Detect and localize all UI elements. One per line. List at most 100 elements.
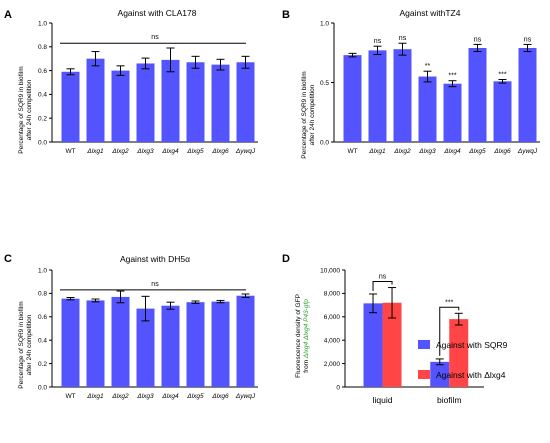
panel-d-ylabel-2: from Δlxg4 Δlxg4 P43-gfp <box>303 299 310 373</box>
panel-a-bar <box>111 70 130 142</box>
panel-a-xtick-label: Δlxg6 <box>211 148 229 155</box>
panel-c-plot: 0.0 0.2 0.4 0.6 0.8 1.0 WT Δlxg1 Δlxg2 Δlxg3 Δlxg4… <box>38 267 258 400</box>
panel-d-ytick-label: 0 <box>336 384 340 391</box>
panel-a-xtick-label: WT <box>65 148 75 155</box>
panel-d-ytick-label: 2,000 <box>324 361 341 368</box>
panel-b-xtick-label: Δlxg6 <box>493 148 511 155</box>
panel-b-bar <box>368 50 387 143</box>
panel-b-significance-label: ns <box>399 35 407 42</box>
panel-c-bar <box>136 308 155 387</box>
panel-b-xtick-label: Δlxg4 <box>443 148 461 155</box>
panel-c: C Against with DH5α Percentage of SQR9 i… <box>4 253 258 400</box>
panel-d-plot: 0 2,000 4,000 6,000 8,000 10,000 liquid ns biofi… <box>320 267 508 405</box>
panel-a-ytick-label: 1.0 <box>38 20 47 27</box>
panel-a-xtick-label: ΔywqJ <box>235 148 256 155</box>
panel-c-ylabel-1: Percentage of SQR9 in biofilm <box>18 301 25 388</box>
panel-d-ytick-label: 4,000 <box>324 338 341 345</box>
panel-c-xtick-label: Δlxg5 <box>186 393 204 400</box>
panel-b-xtick-label: Δlxg1 <box>368 148 386 155</box>
panel-b-bar <box>393 49 412 142</box>
panel-d-ylabel-2-strain: Δlxg4 Δlxg4 P43-gfp <box>303 299 310 359</box>
panel-a-xtick-label: Δlxg5 <box>186 148 204 155</box>
panel-d-legend-label-1: Against with SQR9 <box>436 340 508 350</box>
panel-a-xtick-label: Δlxg2 <box>111 148 129 155</box>
panel-d-legend-swatch-2 <box>418 370 430 379</box>
panel-d-xtick-label: liquid <box>373 395 393 405</box>
panel-d-ytick-label: 6,000 <box>324 314 341 321</box>
panel-a-xtick-label: Δlxg4 <box>161 148 179 155</box>
panel-b-xtick-label: WT <box>347 148 357 155</box>
panel-d-ytick-label: 10,000 <box>320 267 340 274</box>
panel-c-xtick-label: WT <box>65 393 75 400</box>
panel-c-ns-label: ns <box>151 281 159 288</box>
panel-c-xtick-label: Δlxg2 <box>111 393 129 400</box>
panel-b-bar <box>418 76 437 142</box>
panel-c-letter: C <box>4 253 12 265</box>
panel-b-ytick-label: 1.0 <box>320 20 329 27</box>
panel-b-significance-label: ns <box>474 36 482 43</box>
panel-c-xtick-label: Δlxg1 <box>86 393 104 400</box>
panel-b-significance-label: ns <box>374 38 382 45</box>
panel-a-bar <box>161 59 180 142</box>
panel-c-bar <box>61 298 80 387</box>
panel-a-ytick-label: 0.8 <box>38 44 47 51</box>
panel-c-bar <box>186 302 205 387</box>
panel-c-ytick-label: 0.6 <box>38 314 47 321</box>
panel-b-bar <box>493 81 512 142</box>
panel-d-ylabel-1: Fluorescence density of GFP <box>295 294 302 378</box>
panel-a-letter: A <box>4 9 12 21</box>
panel-b-significance-label: ns <box>524 36 532 43</box>
panel-c-xtick-label: Δlxg4 <box>161 393 179 400</box>
panel-a-ytick-label: 0.0 <box>38 139 47 146</box>
panel-a-bar <box>86 58 105 143</box>
panel-d-significance-label: *** <box>445 299 453 306</box>
panel-b-title: Against withTZ4 <box>400 8 461 18</box>
panel-d-bar-series-2 <box>382 302 402 387</box>
panel-b-xtick-label: Δlxg3 <box>418 148 436 155</box>
panel-b-plot: 0.0 0.5 1.0 WT Δlxg1 ns Δlxg2 ns Δlxg3 ** Δlxg4 ***… <box>320 20 540 155</box>
panel-a: A Against with CLA178 Percentage of SQR9… <box>4 8 258 155</box>
panel-a-bar <box>61 71 80 142</box>
panel-b-significance-label: *** <box>498 72 506 79</box>
panel-c-title: Against with DH5α <box>120 254 190 264</box>
panel-c-bar <box>236 295 255 387</box>
panel-d-xtick-label: biofilm <box>437 395 462 405</box>
panel-c-bar <box>211 301 230 387</box>
panel-b-ylabel-1: Percentage of SQR9 in biofilm <box>301 71 308 158</box>
panel-a-bar <box>236 62 255 142</box>
panel-c-ytick-label: 0.0 <box>38 384 47 391</box>
panel-c-ylabel-2: after 24h competition <box>26 314 33 375</box>
panel-d-legend-swatch-1 <box>418 340 430 349</box>
panel-d-bar-series-1 <box>363 303 383 387</box>
panel-b-bar <box>518 47 537 142</box>
panel-b-ytick-label: 0.0 <box>320 139 329 146</box>
panel-a-ylabel-2: after 24h competition <box>26 79 33 140</box>
panel-d-ytick-label: 8,000 <box>324 291 341 298</box>
panel-d-bar-series-1 <box>430 361 450 387</box>
panel-d-significance-label: ns <box>379 274 387 281</box>
panel-d-letter: D <box>282 253 290 265</box>
panel-b: B Against withTZ4 Percentage of SQR9 in … <box>282 8 540 159</box>
panel-c-xtick-label: ΔywqJ <box>235 393 256 400</box>
panel-c-xtick-label: Δlxg3 <box>136 393 154 400</box>
panel-c-ytick-label: 0.2 <box>38 361 47 368</box>
panel-c-bar <box>161 305 180 387</box>
panel-d-significance-bracket <box>439 306 460 356</box>
panel-d-ylabel-2-prefix: from <box>303 358 310 373</box>
panel-a-bar <box>136 63 155 142</box>
panel-b-letter: B <box>282 9 290 21</box>
panel-b-significance-label: *** <box>448 73 456 80</box>
panel-c-bar <box>86 300 105 387</box>
panel-d-legend-label-2: Against with Δlxg4 <box>436 370 506 380</box>
panel-b-bar <box>443 83 462 142</box>
panel-b-xtick-label: ΔywqJ <box>517 148 538 155</box>
panel-c-xtick-label: Δlxg6 <box>211 393 229 400</box>
panel-b-xtick-label: Δlxg2 <box>393 148 411 155</box>
panel-d: D Fluorescence density of GFP from Δlxg4… <box>282 253 508 405</box>
panel-a-ytick-label: 0.2 <box>38 116 47 123</box>
panel-c-ytick-label: 0.4 <box>38 338 47 345</box>
panel-a-ns-label: ns <box>151 34 159 41</box>
panel-a-ylabel-1: Percentage of SQR9 in biofilm <box>18 66 25 153</box>
panel-a-plot: 0.0 0.2 0.4 0.6 0.8 1.0 WT Δlxg1 Δlxg2 Δlxg3 Δlxg4… <box>38 20 258 155</box>
